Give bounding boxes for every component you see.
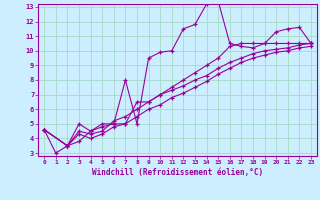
X-axis label: Windchill (Refroidissement éolien,°C): Windchill (Refroidissement éolien,°C) — [92, 168, 263, 177]
